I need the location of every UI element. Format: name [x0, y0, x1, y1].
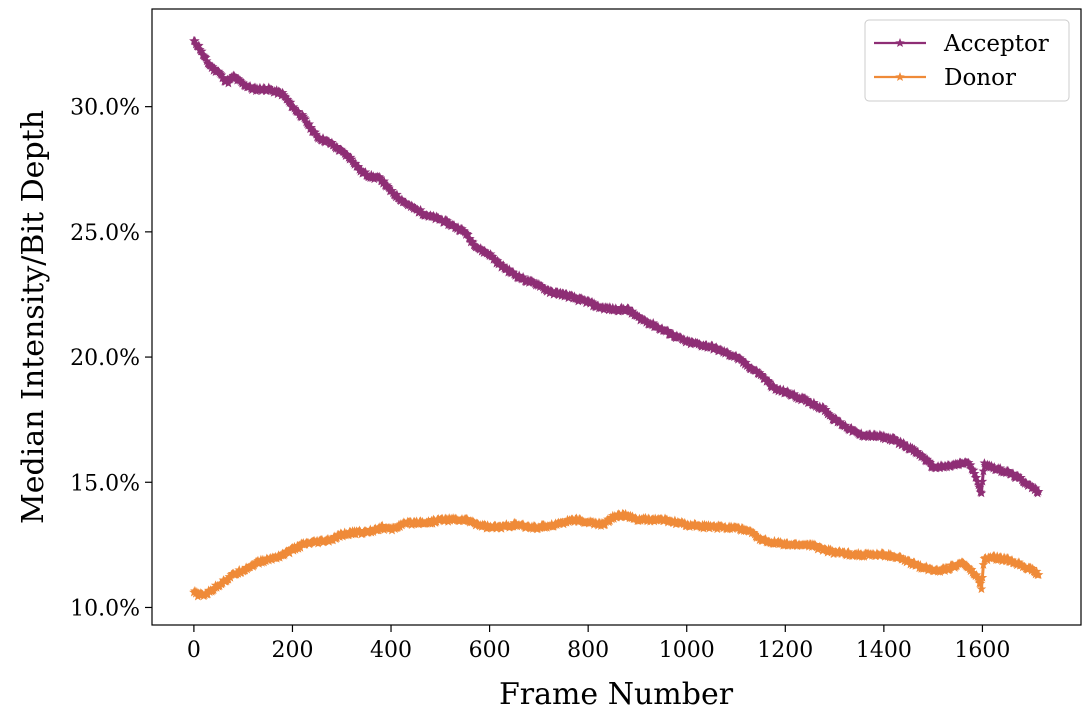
legend-marker-acceptor [895, 38, 905, 48]
x-tick-label: 800 [567, 638, 609, 663]
y-tick-label: 25.0% [70, 221, 140, 246]
y-tick-label: 30.0% [70, 96, 140, 121]
series-acceptor [189, 35, 1044, 498]
series-markers-donor [189, 508, 1044, 601]
legend-label-donor: Donor [944, 65, 1016, 91]
y-axis-title: Median Intensity/Bit Depth [16, 110, 51, 524]
series-layer [189, 35, 1044, 601]
series-line-donor [192, 512, 1040, 598]
x-tick-label: 1400 [856, 638, 912, 663]
x-tick-label: 400 [370, 638, 412, 663]
x-axis-title: Frame Number [499, 677, 734, 712]
y-axis: 10.0% 15.0% 20.0% 25.0% 30.0% [70, 96, 152, 621]
x-tick-label: 1200 [757, 638, 813, 663]
y-tick-label: 20.0% [70, 346, 140, 371]
legend-label-acceptor: Acceptor [943, 31, 1049, 57]
series-donor [189, 508, 1044, 601]
y-tick-label: 10.0% [70, 596, 140, 621]
plot-frame [151, 8, 1082, 626]
x-tick-label: 0 [187, 638, 201, 663]
legend: Acceptor Donor [864, 19, 1070, 102]
x-tick-label: 600 [469, 638, 511, 663]
series-markers-acceptor [189, 35, 1044, 498]
x-tick-label: 200 [271, 638, 313, 663]
x-tick-label: 1000 [659, 638, 715, 663]
legend-box [864, 19, 1070, 102]
series-line-acceptor [193, 39, 1040, 495]
y-tick-label: 15.0% [70, 471, 140, 496]
legend-marker-donor [895, 72, 905, 82]
x-tick-label: 1600 [954, 638, 1010, 663]
x-axis: 0 200 400 600 800 1000 1200 1400 1600 [187, 625, 1010, 663]
